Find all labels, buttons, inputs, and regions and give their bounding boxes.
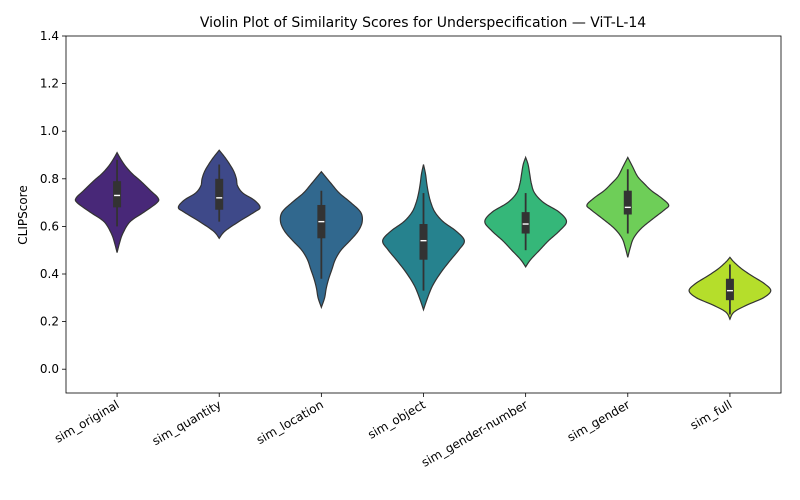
violins-layer: [74, 149, 772, 321]
y-axis: 0.0 0.2 0.4 0.6 0.8 1.0 1.2 1.4: [40, 29, 66, 376]
plot-frame: [65, 35, 782, 394]
y-tick-label: 0.0: [40, 362, 59, 376]
chart-title: Violin Plot of Similarity Scores for Und…: [200, 15, 646, 31]
violin-sim_full: [688, 256, 772, 321]
x-tick-label: sim_original: [52, 397, 121, 445]
x-axis: sim_original sim_quantity sim_location sim_…: [52, 393, 734, 470]
violin-sim_location: [279, 170, 364, 310]
x-tick-label: sim_object: [365, 397, 428, 441]
y-axis-title: CLIPScore: [16, 185, 30, 244]
violin-sim_original: [74, 151, 160, 253]
violin-iqr-box: [419, 224, 428, 260]
x-tick-label: sim_location: [254, 397, 326, 447]
y-tick-label: 1.0: [40, 124, 59, 138]
y-tick-label: 0.6: [40, 219, 59, 233]
violin-iqr-box: [623, 190, 632, 215]
x-tick-label: sim_quantity: [150, 397, 224, 448]
x-tick-label: sim_gender: [565, 397, 633, 444]
y-tick-label: 0.4: [40, 267, 59, 281]
y-tick-label: 0.2: [40, 315, 59, 329]
violin-sim_gender-number: [484, 155, 568, 268]
y-tick-label: 1.2: [40, 77, 59, 91]
y-tick-label: 1.4: [40, 29, 59, 43]
violin-iqr-box: [725, 278, 734, 301]
violin-iqr-box: [113, 181, 122, 208]
x-tick-label: sim_gender-number: [419, 397, 530, 469]
x-tick-label: sim_full: [688, 397, 735, 432]
violin-sim_gender: [586, 156, 670, 258]
violin-sim_quantity: [177, 149, 261, 240]
y-tick-label: 0.8: [40, 172, 59, 186]
violin-iqr-box: [521, 212, 530, 234]
violin-iqr-box: [215, 178, 224, 210]
violin-sim_object: [382, 164, 465, 312]
